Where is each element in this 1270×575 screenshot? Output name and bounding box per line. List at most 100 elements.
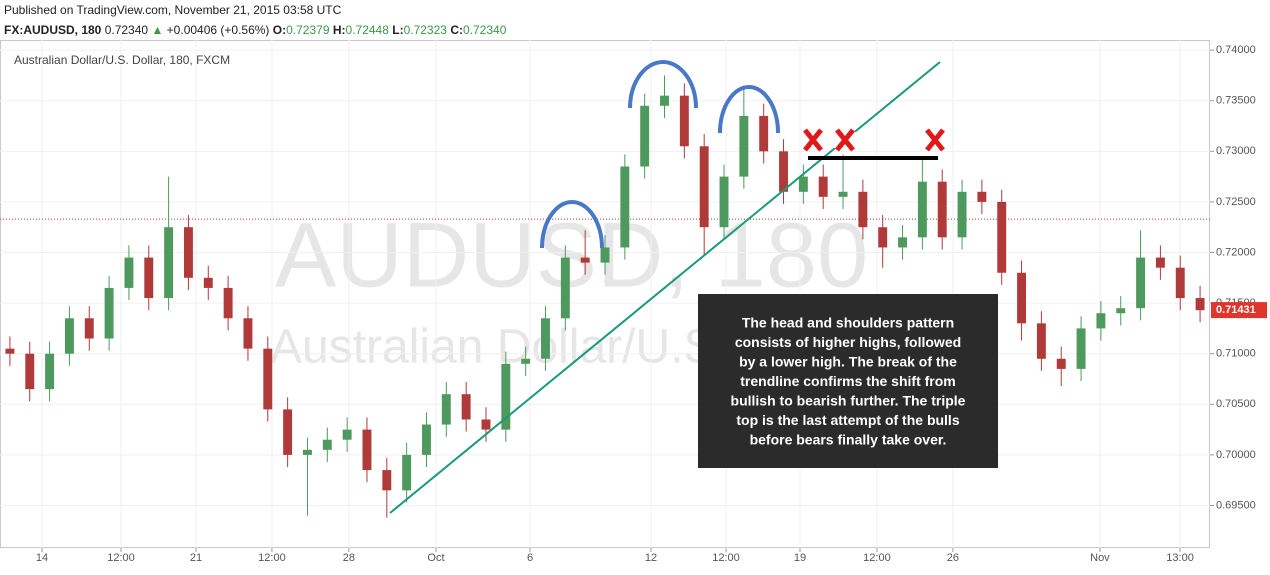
candle-body xyxy=(203,277,213,288)
candle-body xyxy=(302,449,312,455)
candle-body xyxy=(977,191,987,202)
y-tick-label: 0.71000 xyxy=(1216,348,1256,360)
x-tick-label: 21 xyxy=(190,552,202,564)
watermark: AUDUSD, 180 xyxy=(275,204,868,306)
candle-body xyxy=(957,191,967,238)
candle-body xyxy=(183,227,193,278)
candle-body xyxy=(104,287,114,339)
annotation-line: bullish to bearish further. The triple xyxy=(731,393,966,409)
annotation-line: consists of higher highs, followed xyxy=(735,334,961,350)
candles xyxy=(5,75,1205,518)
annotation-box: The head and shoulders pattern consists o… xyxy=(698,294,998,468)
candle-body xyxy=(422,424,431,455)
candle-body xyxy=(759,115,769,152)
candle-body xyxy=(5,348,15,354)
candle-body xyxy=(1076,328,1086,369)
candle-body xyxy=(640,105,650,167)
x-tick-label: 12:00 xyxy=(712,552,740,564)
candle-body xyxy=(1155,257,1165,268)
candle-body xyxy=(1017,272,1027,324)
candle-body xyxy=(898,237,908,248)
x-tick-label: 26 xyxy=(947,552,959,564)
x-tick-label: 13:00 xyxy=(1166,552,1194,564)
candle-body xyxy=(838,191,848,197)
h-label: H: xyxy=(332,23,346,37)
candle-body xyxy=(362,429,372,471)
x-tick-label: 28 xyxy=(343,552,355,564)
x-tick-label: 6 xyxy=(527,552,533,564)
right-shoulder xyxy=(718,85,780,134)
candle-body xyxy=(1175,267,1185,299)
candle-body xyxy=(937,181,947,238)
candle-body xyxy=(541,318,550,359)
candle-body xyxy=(600,247,610,263)
legend: Australian Dollar/U.S. Dollar, 180, FXCM xyxy=(14,53,230,67)
x-tick-label: Oct xyxy=(427,552,444,564)
annotation-line: by a lower high. The break of the xyxy=(739,354,957,370)
y-tick-label: 0.72500 xyxy=(1216,196,1256,208)
x-outline xyxy=(801,127,947,153)
candle-body xyxy=(45,353,55,390)
l-label: L: xyxy=(392,23,404,37)
candle-body xyxy=(481,419,491,430)
last-price-label: 0.71431 xyxy=(1216,304,1256,316)
candle-body xyxy=(164,227,174,299)
x-tick-label: 19 xyxy=(794,552,806,564)
candle-body xyxy=(144,257,154,299)
candle-body xyxy=(124,257,134,288)
candle-body xyxy=(858,191,868,228)
o-label: O: xyxy=(272,23,287,37)
candle-body xyxy=(679,95,689,147)
annotation-line: trendline confirms the shift from xyxy=(740,373,955,389)
candle-body xyxy=(917,181,927,238)
x-tick-label: 12:00 xyxy=(863,552,891,564)
candle-body xyxy=(719,176,729,228)
candle-body xyxy=(1136,257,1146,309)
left-shoulder xyxy=(540,200,604,249)
candle-body xyxy=(322,439,332,450)
x-tick-label: 12 xyxy=(645,552,657,564)
candle-body xyxy=(521,358,531,364)
head xyxy=(628,60,698,109)
x-tick-label: Nov xyxy=(1090,552,1110,564)
candle-body xyxy=(699,146,709,228)
x-tick-label: 12:00 xyxy=(107,552,135,564)
plot-frame xyxy=(0,40,1210,548)
candle-body xyxy=(1036,323,1046,359)
candle-body xyxy=(283,409,293,455)
change: +0.00406 (+0.56%) xyxy=(166,23,270,37)
y-tick-label: 0.70000 xyxy=(1216,449,1256,461)
candle-body xyxy=(818,176,828,197)
header: Published on TradingView.com, November 2… xyxy=(0,0,1270,40)
annotation-bg xyxy=(698,294,998,468)
last-price-bg xyxy=(1211,302,1267,319)
candle-body xyxy=(997,201,1007,273)
l-value: 0.72323 xyxy=(403,23,447,37)
x-tick-label: 12:00 xyxy=(258,552,286,564)
candle-body xyxy=(798,176,808,192)
drawings xyxy=(389,60,947,514)
candle-body xyxy=(461,394,471,420)
x-marks xyxy=(803,128,945,152)
quote-line: FX:AUDUSD, 180 0.72340 ▲ +0.00406 (+0.56… xyxy=(4,23,506,37)
candle-body xyxy=(1195,298,1205,311)
annotation-line: top is the last attempt of the bulls xyxy=(736,412,959,428)
c-label: C: xyxy=(450,23,463,37)
candle-body xyxy=(263,348,273,410)
o-value: 0.72379 xyxy=(286,23,330,37)
h-value: 0.72448 xyxy=(345,23,389,37)
price: 0.72340 xyxy=(104,23,149,37)
candle-body xyxy=(25,353,35,390)
y-tick-label: 0.70500 xyxy=(1216,398,1256,410)
annotation-text: The head and shoulders pattern consists o… xyxy=(731,315,966,448)
arrow: ▲ xyxy=(151,23,164,37)
candle-body xyxy=(878,227,888,248)
symbol: FX:AUDUSD, 180 xyxy=(4,23,102,37)
annotation-line: before bears finally take over. xyxy=(750,432,947,448)
candle-body xyxy=(223,287,233,319)
y-tick-label: 0.69500 xyxy=(1216,499,1256,511)
y-tick-label: 0.72000 xyxy=(1216,246,1256,258)
candle-body xyxy=(660,95,669,106)
annotation-line: The head and shoulders pattern xyxy=(742,315,954,331)
